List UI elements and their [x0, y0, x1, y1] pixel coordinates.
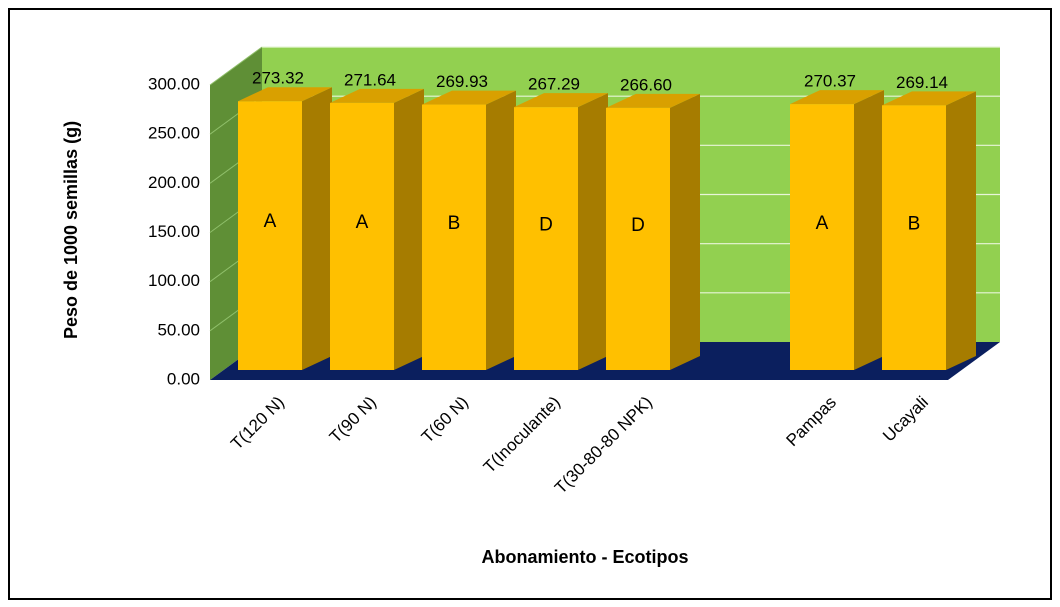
bar — [514, 107, 578, 371]
bar-side — [854, 90, 884, 370]
value-label: 269.14 — [896, 73, 948, 92]
bar-side — [946, 91, 976, 370]
value-label: 269.93 — [436, 72, 488, 91]
bar-side — [302, 87, 332, 370]
y-axis-title: Peso de 1000 semillas (g) — [61, 121, 81, 339]
bar-top — [514, 93, 608, 108]
grid-line — [209, 46, 263, 86]
value-label: 266.60 — [620, 75, 672, 94]
bar-letter: B — [448, 213, 461, 234]
bar-side — [578, 93, 608, 371]
value-label: 271.64 — [344, 70, 396, 89]
bar-letter: A — [264, 211, 277, 232]
bar — [330, 102, 394, 371]
bar — [606, 107, 670, 371]
value-label: 270.37 — [804, 72, 856, 91]
y-tick-label: 300.00 — [148, 74, 200, 93]
bar-top — [238, 87, 332, 102]
bar — [790, 104, 854, 370]
y-tick-label: 100.00 — [148, 271, 200, 290]
bar-side — [670, 93, 700, 371]
bar-letter: A — [356, 212, 369, 233]
bar-letter: D — [631, 215, 645, 236]
value-label: 267.29 — [528, 75, 580, 94]
bar-side — [394, 88, 424, 371]
bar-letter: B — [908, 213, 921, 234]
x-axis-title: Abonamiento - Ecotipos — [482, 547, 689, 567]
y-tick-label: 200.00 — [148, 173, 200, 192]
bar — [422, 104, 486, 370]
bar-side — [486, 90, 516, 370]
y-tick-label: 50.00 — [157, 320, 200, 339]
y-tick-label: 250.00 — [148, 124, 200, 143]
bar-letter: D — [539, 214, 553, 235]
value-label: 273.32 — [252, 69, 304, 88]
bar-top — [330, 88, 424, 103]
bar — [882, 105, 946, 370]
plot-area: 0.0050.00100.00150.00200.00250.00300.00T… — [148, 46, 1000, 498]
bar — [238, 101, 302, 370]
bar-letter: A — [816, 213, 829, 234]
bar-top — [606, 93, 700, 108]
y-tick-label: 0.00 — [167, 369, 200, 388]
bar-top — [422, 90, 516, 105]
bar-top — [882, 91, 976, 106]
y-tick-label: 150.00 — [148, 222, 200, 241]
bar-top — [790, 90, 884, 105]
